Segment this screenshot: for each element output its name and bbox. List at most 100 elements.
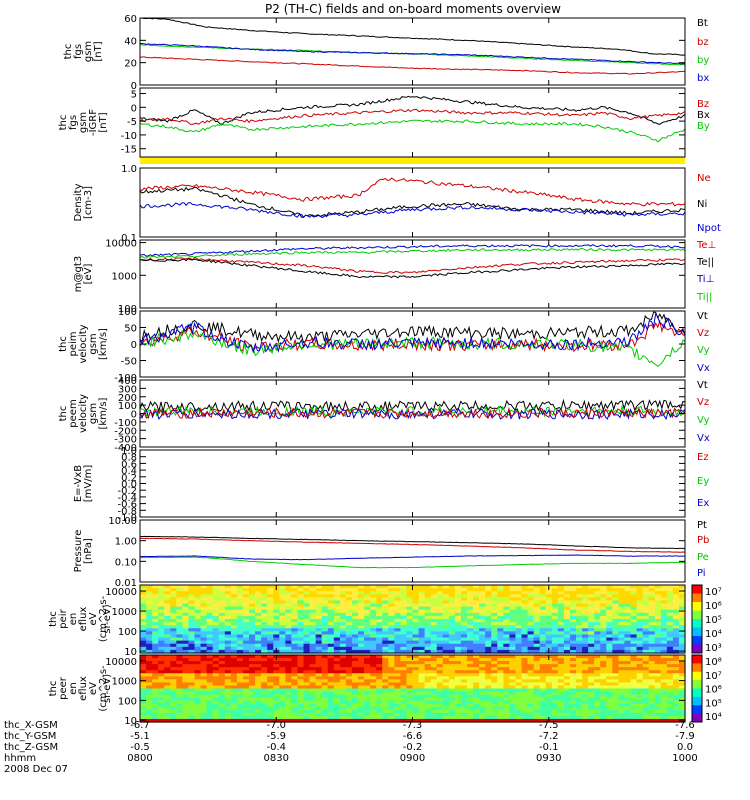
spectrogram-cell [412,622,420,626]
spectrogram-cell [218,625,226,629]
spectrogram-cell [618,697,626,702]
spectrogram-cell [648,655,656,659]
spectrogram-cell [364,640,371,645]
spectrogram-cell [636,615,644,620]
spectrogram-cell [600,615,607,620]
spectrogram-cell [158,637,165,642]
spectrogram-cell [515,637,523,642]
spectrogram-cell [612,594,619,598]
spectrogram-cell [594,640,601,645]
spectrogram-cell [370,634,377,639]
spectrogram-cell [279,679,286,684]
hhmm-label: hhmm [4,753,36,764]
spectrogram-cell [539,667,547,671]
spectrogram-cell [454,694,462,699]
spectrogram-cell [146,700,153,705]
spectrogram-cell [479,585,486,589]
spectrogram-cell [140,718,147,723]
spectrogram-cell [678,622,686,626]
spectrogram-cell [285,670,292,674]
spectrogram-cell [479,664,486,668]
spectrogram-cell [176,619,183,623]
spectrogram-cell [388,646,395,651]
spectrogram-cell [654,597,662,602]
spectrogram-cell [642,664,650,668]
spectrogram-cell [479,694,486,699]
spectrogram-cell [358,597,365,602]
spectrogram-cell [406,628,414,632]
spectrogram-cell [618,646,626,651]
spectrogram-cell [612,606,619,611]
spectrogram-cell [327,597,335,602]
spectrogram-cell [600,600,607,605]
spectrogram-cell [497,606,504,611]
spectrogram-cell [327,640,335,645]
spectrogram-cell [309,585,317,589]
spectrogram-cell [654,649,662,654]
spectrogram-cell [212,622,220,626]
spectrogram-cell [654,712,662,717]
spectrogram-cell [503,628,510,632]
spectrogram-cell [412,637,420,642]
spectrogram-cell [303,676,311,680]
spectrogram-cell [600,606,607,611]
spectrogram-cell [364,619,371,623]
spectrogram-cell [533,615,541,620]
spectrogram-cell [467,643,474,648]
spectrogram-cell [497,600,504,605]
y-tick-label: 10 [124,647,137,658]
spectrogram-cell [140,712,147,717]
y-tick-label: 1.00 [115,537,137,548]
spectrogram-cell [582,685,589,690]
spectrogram-cell [442,655,450,659]
spectrogram-cell [273,603,280,608]
spectrogram-cell [418,709,426,714]
spectrogram-cell [442,609,450,614]
spectrogram-cell [672,667,680,671]
spectrogram-cell [412,643,420,648]
spectrogram-cell [303,606,311,611]
spectrogram-cell [412,603,420,608]
spectrogram-cell [497,679,504,684]
spectrogram-cell [503,706,510,711]
spectrogram-cell [515,625,523,629]
spectrogram-cell [600,661,607,665]
spectrogram-cell [279,646,286,651]
spectrogram-cell [188,588,196,592]
spectrogram-cell [582,688,589,693]
spectrogram-cell [406,667,414,671]
spectrogram-cell [485,664,492,668]
spectrogram-cell [672,640,680,645]
spectrogram-cell [291,655,299,659]
spectrogram-cell [327,588,335,592]
spectrogram-cell [242,706,250,711]
spectrogram-cell [206,591,214,595]
spectrogram-cell [479,588,486,592]
spectrogram-cell [218,688,226,693]
y-tick-label: -400 [114,443,137,454]
spectrogram-cell [261,634,268,639]
spectrogram-cell [503,597,510,602]
spectrogram-cell [406,622,414,626]
spectrogram-cell [473,685,480,690]
spectrogram-cell [170,591,177,595]
spectrogram-cell [527,640,535,645]
spectrogram-cell [636,658,644,662]
spectrogram-cell [224,658,232,662]
spectrogram-cell [666,631,674,636]
spectrogram-cell [594,649,601,654]
spectrogram-cell [249,594,256,598]
spectrogram-cell [327,661,335,665]
spectrogram-cell [594,700,601,705]
spectrogram-cell [521,622,529,626]
spectrogram-cell [146,712,153,717]
spectrogram-cell [200,691,208,696]
spectrogram-cell [164,606,171,611]
spectrogram-cell [339,646,347,651]
spectrogram-cell [182,628,190,632]
spectrogram-cell [521,712,529,717]
spectrogram-cell [345,622,353,626]
spectrogram-cell [200,585,208,589]
spectrogram-cell [291,673,299,677]
spectrogram-cell [327,591,335,595]
